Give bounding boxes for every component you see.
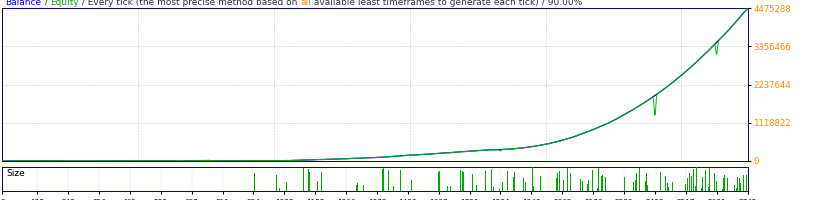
Text: Balance: Balance — [6, 0, 42, 7]
Text: / Every tick (the most precise method based on: / Every tick (the most precise method ba… — [79, 0, 300, 7]
Text: Size: Size — [7, 169, 25, 178]
Text: / 90.00%: / 90.00% — [538, 0, 581, 7]
Text: all: all — [300, 0, 310, 7]
Text: available least timeframes to generate each tick): available least timeframes to generate e… — [310, 0, 538, 7]
Text: /: / — [42, 0, 50, 7]
Text: Equity: Equity — [50, 0, 79, 7]
